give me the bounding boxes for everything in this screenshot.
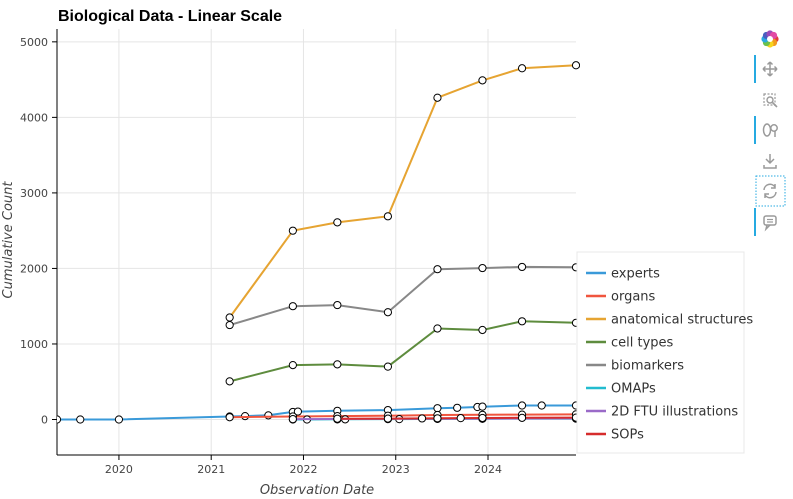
chart-title: Biological Data - Linear Scale xyxy=(58,8,282,25)
data-point[interactable] xyxy=(225,320,234,330)
series-line xyxy=(229,265,577,327)
grid xyxy=(57,29,576,455)
hover-icon[interactable] xyxy=(754,208,777,236)
data-point[interactable] xyxy=(433,324,442,333)
x-tick-label: 2021 xyxy=(197,463,225,476)
y-tick-label: 1000 xyxy=(20,338,48,351)
legend-label: biomarkers xyxy=(611,359,684,374)
legend-item[interactable]: cell types xyxy=(586,336,674,351)
data-point[interactable] xyxy=(433,404,442,413)
y-tick-label: 4000 xyxy=(20,111,48,124)
bokeh-logo-icon[interactable] xyxy=(761,30,779,48)
legend-label: experts xyxy=(611,267,660,282)
data-point[interactable] xyxy=(333,360,342,369)
data-point[interactable] xyxy=(517,64,527,73)
data-point[interactable] xyxy=(433,414,442,423)
data-point[interactable] xyxy=(478,325,487,335)
data-point[interactable] xyxy=(383,212,393,221)
data-point[interactable] xyxy=(53,415,62,424)
legend-item[interactable]: organs xyxy=(586,290,656,305)
data-point[interactable] xyxy=(288,415,297,424)
x-tick-label: 2022 xyxy=(289,463,317,476)
data-point[interactable] xyxy=(417,414,427,423)
series-anatomical-structures xyxy=(225,61,580,322)
data-point[interactable] xyxy=(383,308,393,317)
legend-label: SOPs xyxy=(611,428,644,443)
data-point[interactable] xyxy=(288,361,297,370)
box-zoom-icon[interactable] xyxy=(763,93,778,108)
x-tick-label: 2020 xyxy=(105,463,133,476)
series-cell-types xyxy=(225,317,580,386)
series-line xyxy=(229,413,577,419)
data-point[interactable] xyxy=(293,407,303,416)
data-point[interactable] xyxy=(264,411,273,420)
legend-label: cell types xyxy=(611,336,674,351)
wheel-zoom-icon[interactable] xyxy=(754,116,778,144)
data-point[interactable] xyxy=(225,313,234,322)
data-point[interactable] xyxy=(453,403,462,412)
data-point[interactable] xyxy=(517,262,527,272)
legend-item[interactable]: experts xyxy=(586,267,660,282)
data-point[interactable] xyxy=(288,226,297,235)
data-point[interactable] xyxy=(225,413,234,422)
data-point[interactable] xyxy=(478,76,487,85)
data-point[interactable] xyxy=(383,362,393,371)
axes: 0 1000 2000 3000 4000 5000 2020 2021 2022 2023 202… xyxy=(20,29,576,476)
data-point[interactable] xyxy=(333,218,342,227)
series-biomarkers xyxy=(225,262,580,330)
data-point[interactable] xyxy=(517,317,527,326)
pan-icon[interactable] xyxy=(754,55,778,83)
plot-area[interactable] xyxy=(53,61,580,424)
data-point[interactable] xyxy=(225,377,234,386)
y-tick-label: 0 xyxy=(41,414,48,427)
legend-item[interactable]: anatomical structures xyxy=(586,313,753,328)
y-tick-label: 5000 xyxy=(20,36,48,49)
data-point[interactable] xyxy=(383,414,393,423)
legend-label: 2D FTU illustrations xyxy=(611,405,738,420)
x-tick-label: 2023 xyxy=(382,463,410,476)
legend-item[interactable]: 2D FTU illustrations xyxy=(586,405,738,420)
y-tick-label: 2000 xyxy=(20,262,48,275)
data-point[interactable] xyxy=(333,300,342,310)
data-point[interactable] xyxy=(456,414,465,423)
data-point[interactable] xyxy=(433,265,442,274)
series-line xyxy=(229,320,577,383)
legend-item[interactable]: biomarkers xyxy=(586,359,684,374)
legend-label: anatomical structures xyxy=(611,313,753,328)
y-axis-title: Cumulative Count xyxy=(1,181,16,299)
data-point[interactable] xyxy=(478,263,487,273)
toolbar xyxy=(754,30,786,236)
data-point[interactable] xyxy=(517,413,527,422)
legend-item[interactable]: OMAPs xyxy=(586,382,656,397)
legend-box xyxy=(576,251,745,454)
data-point[interactable] xyxy=(76,415,85,424)
reset-icon[interactable] xyxy=(755,175,786,207)
series-line xyxy=(337,416,577,420)
save-icon[interactable] xyxy=(763,154,777,169)
data-point[interactable] xyxy=(114,415,124,424)
data-point[interactable] xyxy=(333,414,342,423)
data-point[interactable] xyxy=(537,401,546,410)
data-point[interactable] xyxy=(517,401,527,410)
data-point[interactable] xyxy=(433,93,442,102)
legend-label: organs xyxy=(611,290,656,305)
data-point[interactable] xyxy=(478,413,487,423)
legend-label: OMAPs xyxy=(611,382,656,397)
x-tick-label: 2024 xyxy=(474,463,502,476)
data-point[interactable] xyxy=(478,402,487,411)
legend: experts organs anatomical structures cell t… xyxy=(576,251,753,454)
series-line xyxy=(228,64,577,319)
legend-item[interactable]: SOPs xyxy=(586,428,644,443)
data-point[interactable] xyxy=(571,61,580,70)
series-sops xyxy=(333,413,580,423)
x-axis-title: Observation Date xyxy=(260,483,374,498)
data-point[interactable] xyxy=(288,302,297,311)
y-tick-label: 3000 xyxy=(20,187,48,200)
